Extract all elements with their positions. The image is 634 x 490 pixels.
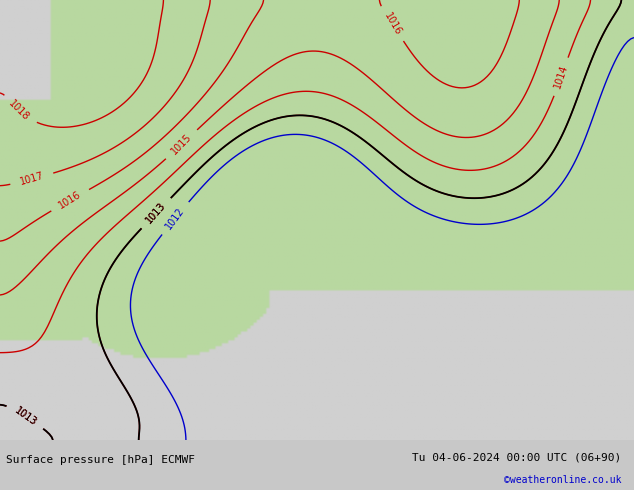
Text: 1013: 1013 — [13, 405, 39, 428]
Text: 1012: 1012 — [164, 205, 186, 231]
Text: 1016: 1016 — [382, 10, 403, 37]
Text: 1016: 1016 — [57, 190, 83, 211]
Text: 1013: 1013 — [13, 405, 39, 428]
Text: 1013: 1013 — [145, 201, 168, 226]
Text: 1013: 1013 — [145, 201, 168, 226]
Text: Surface pressure [hPa] ECMWF: Surface pressure [hPa] ECMWF — [6, 455, 195, 465]
Text: 1018: 1018 — [7, 98, 31, 122]
Text: ©weatheronline.co.uk: ©weatheronline.co.uk — [504, 475, 621, 485]
Text: Tu 04-06-2024 00:00 UTC (06+90): Tu 04-06-2024 00:00 UTC (06+90) — [412, 452, 621, 463]
Text: 1017: 1017 — [18, 171, 45, 187]
Text: 1014: 1014 — [553, 64, 570, 90]
Text: 1015: 1015 — [169, 132, 194, 157]
